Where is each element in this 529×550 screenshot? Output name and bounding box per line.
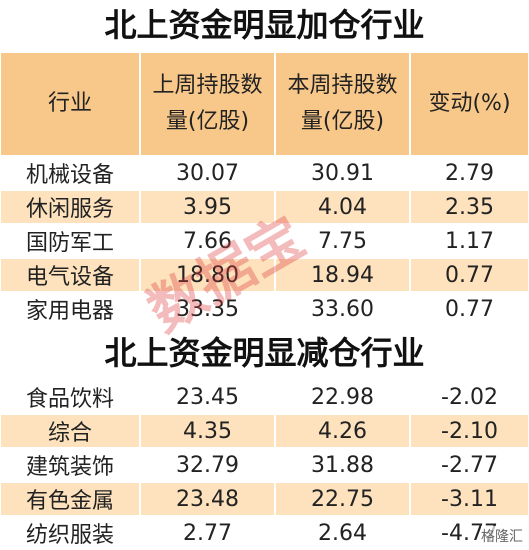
header-cell: 行业 [0,52,140,156]
header-cell: 本周持股数量(亿股) [275,52,410,156]
value-cell: 2.77 [140,516,275,550]
value-cell: 7.75 [275,224,410,258]
value-cell: 22.75 [275,482,410,516]
value-cell: 2.79 [410,156,529,190]
value-cell: 0.77 [410,292,529,326]
value-cell: 4.26 [275,414,410,448]
value-cell: -2.10 [410,414,529,448]
section-title: 北上资金明显减仓行业 [104,334,425,372]
value-cell: 22.98 [275,380,410,414]
value-cell: 30.07 [140,156,275,190]
value-cell: 2.35 [410,190,529,224]
value-cell: -2.02 [410,380,529,414]
value-cell: 18.94 [275,258,410,292]
value-cell: 32.79 [140,448,275,482]
value-cell: 33.60 [275,292,410,326]
value-cell: 7.66 [140,224,275,258]
logo: 格隆汇 [481,526,523,546]
value-cell: 2.64 [275,516,410,550]
header-cell: 上周持股数量(亿股) [140,52,275,156]
section-title: 北上资金明显加仓行业 [104,6,425,44]
value-cell: -2.77 [410,448,529,482]
industry-cell: 有色金属 [0,482,140,516]
value-cell: -3.11 [410,482,529,516]
value-cell: 0.77 [410,258,529,292]
industry-cell: 综合 [0,414,140,448]
value-cell: 4.04 [275,190,410,224]
value-cell: 33.35 [140,292,275,326]
value-cell: 3.95 [140,190,275,224]
industry-cell: 家用电器 [0,292,140,326]
industry-cell: 建筑装饰 [0,448,140,482]
value-cell: 30.91 [275,156,410,190]
industry-cell: 食品饮料 [0,380,140,414]
value-cell: 18.80 [140,258,275,292]
industry-cell: 机械设备 [0,156,140,190]
value-cell: 23.45 [140,380,275,414]
industry-cell: 休闲服务 [0,190,140,224]
value-cell: 23.48 [140,482,275,516]
industry-cell: 国防军工 [0,224,140,258]
header-cell: 变动(%) [410,52,529,156]
industry-cell: 纺织服装 [0,516,140,550]
value-cell: 1.17 [410,224,529,258]
value-cell: 31.88 [275,448,410,482]
value-cell: 4.35 [140,414,275,448]
industry-cell: 电气设备 [0,258,140,292]
